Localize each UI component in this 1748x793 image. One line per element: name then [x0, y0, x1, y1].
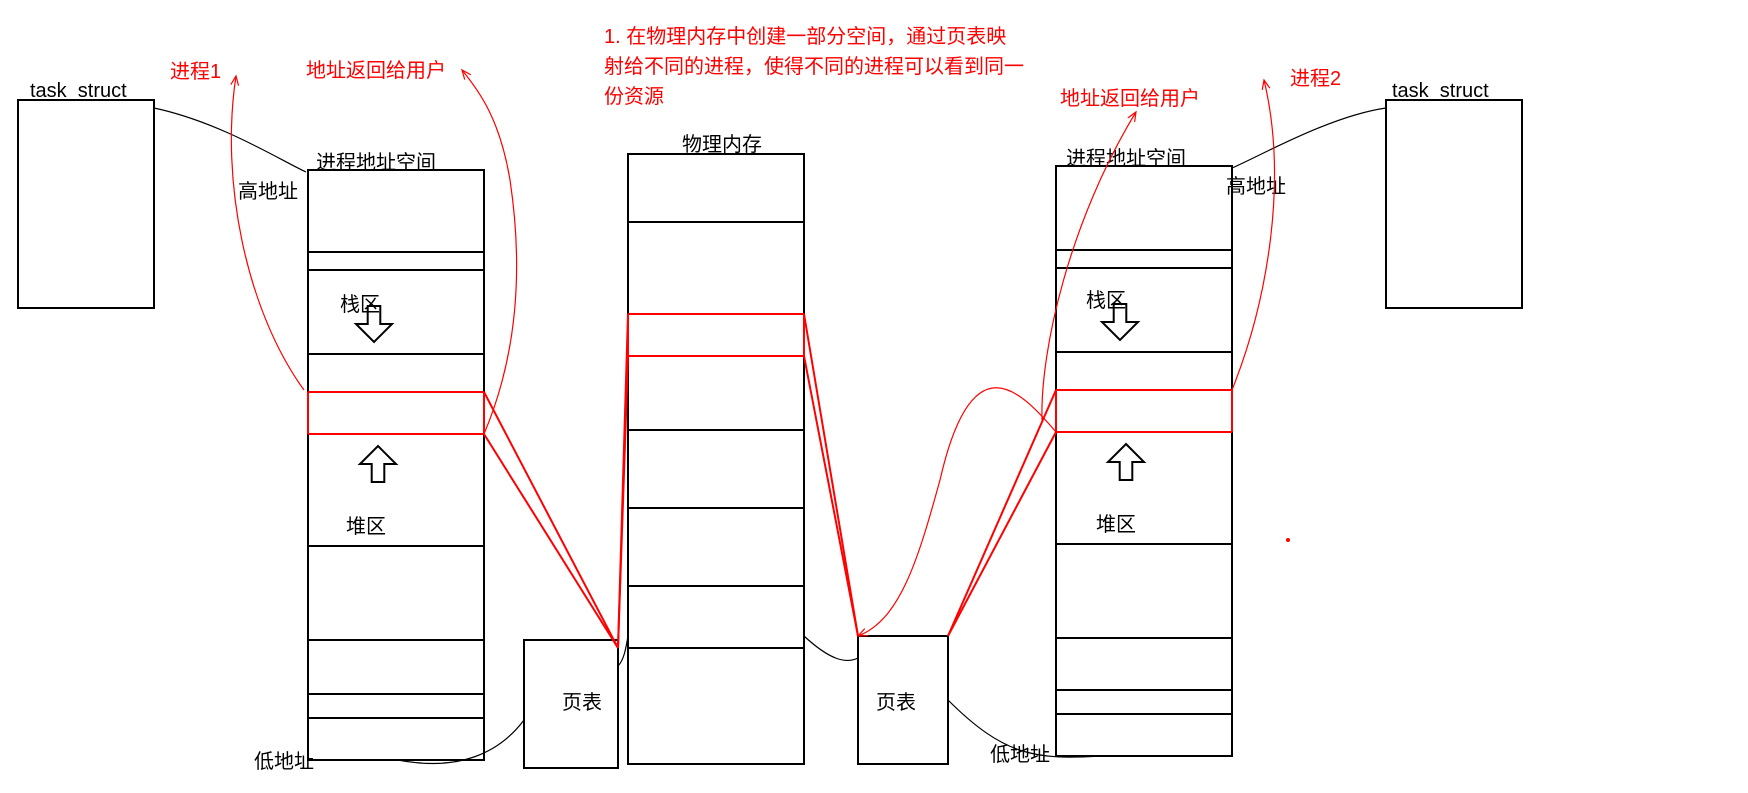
diagram-svg [0, 0, 1748, 793]
